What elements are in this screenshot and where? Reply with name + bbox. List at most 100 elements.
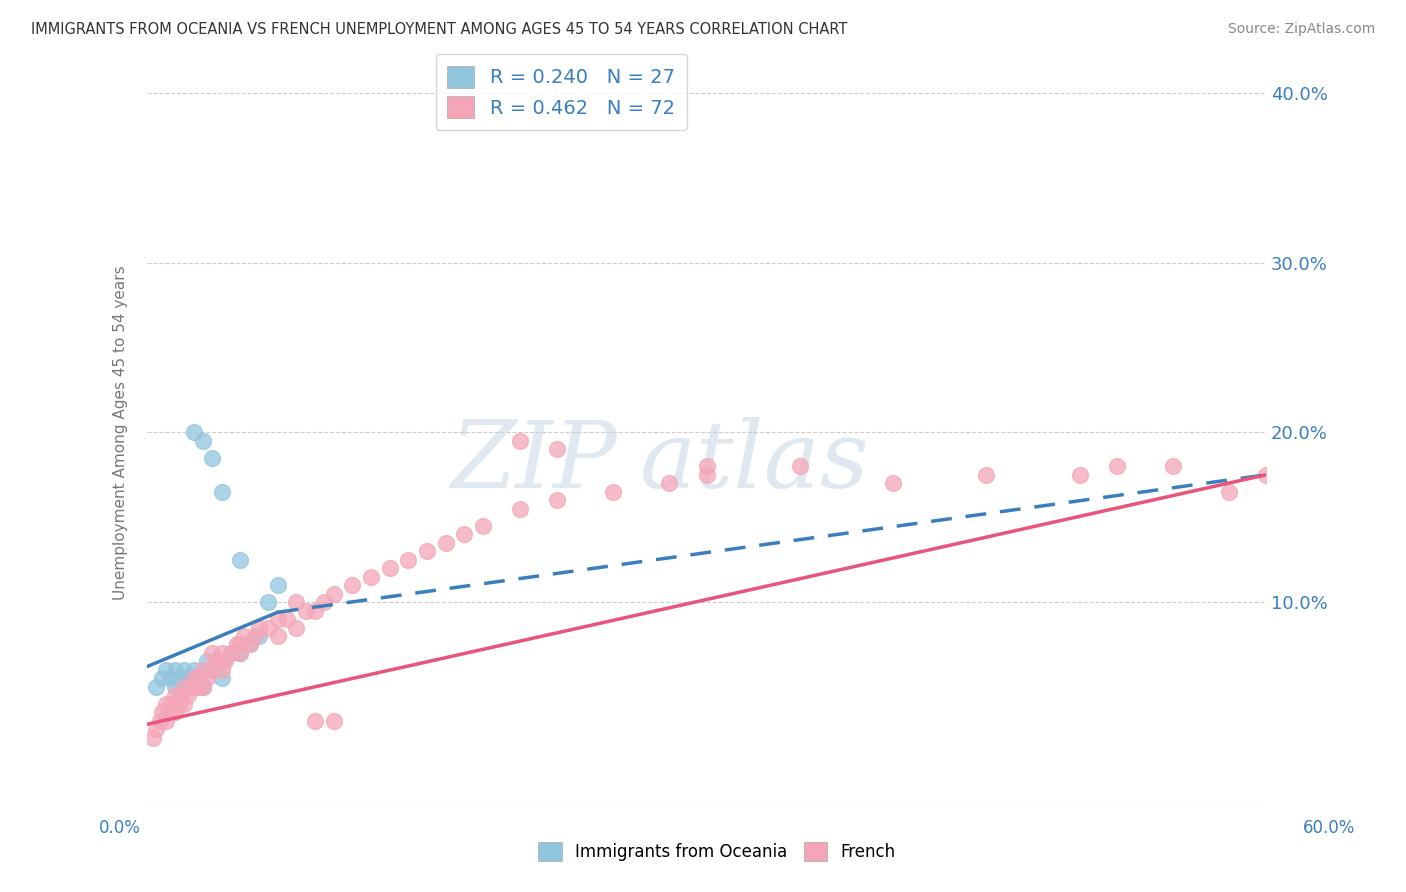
Point: [201, 646, 224, 660]
Point: [191, 434, 214, 448]
Point: [211, 646, 233, 660]
Point: [1069, 467, 1091, 482]
Point: [416, 544, 439, 558]
Point: [173, 663, 195, 677]
Point: [434, 535, 457, 549]
Point: [360, 569, 382, 583]
Point: [165, 689, 187, 703]
Point: [304, 603, 326, 617]
Point: [233, 629, 256, 643]
Point: [214, 655, 236, 669]
Point: [602, 484, 624, 499]
Point: [267, 629, 290, 643]
Point: [453, 527, 475, 541]
Point: [342, 578, 364, 592]
Point: [145, 680, 167, 694]
Point: [173, 697, 195, 711]
Point: [294, 603, 316, 617]
Point: [183, 680, 205, 694]
Point: [211, 655, 233, 669]
Point: [195, 672, 218, 686]
Point: [195, 655, 218, 669]
Point: [165, 706, 187, 720]
Point: [257, 620, 280, 634]
Point: [177, 672, 200, 686]
Point: [1218, 484, 1240, 499]
Point: [267, 612, 290, 626]
Point: [201, 450, 224, 465]
Point: [247, 620, 270, 634]
Text: 60.0%: 60.0%: [1302, 819, 1355, 837]
Point: [191, 680, 214, 694]
Point: [322, 586, 344, 600]
Point: [201, 663, 224, 677]
Point: [696, 467, 718, 482]
Point: [186, 680, 208, 694]
Point: [239, 637, 262, 651]
Point: [219, 646, 242, 660]
Point: [396, 552, 419, 566]
Text: IMMIGRANTS FROM OCEANIA VS FRENCH UNEMPLOYMENT AMONG AGES 45 TO 54 YEARS CORRELA: IMMIGRANTS FROM OCEANIA VS FRENCH UNEMPL…: [31, 22, 848, 37]
Point: [247, 629, 270, 643]
Point: [155, 714, 177, 728]
Point: [322, 714, 344, 728]
Text: 0.0%: 0.0%: [98, 819, 141, 837]
Point: [304, 714, 326, 728]
Legend: R = 0.240   N = 27, R = 0.462   N = 72: R = 0.240 N = 27, R = 0.462 N = 72: [436, 54, 686, 130]
Point: [211, 672, 233, 686]
Y-axis label: Unemployment Among Ages 45 to 54 years: Unemployment Among Ages 45 to 54 years: [114, 265, 128, 599]
Point: [546, 442, 568, 457]
Point: [211, 663, 233, 677]
Point: [882, 476, 904, 491]
Point: [201, 663, 224, 677]
Point: [150, 672, 173, 686]
Point: [239, 637, 262, 651]
Point: [183, 425, 205, 440]
Point: [229, 552, 252, 566]
Point: [183, 672, 205, 686]
Point: [142, 731, 165, 745]
Point: [183, 663, 205, 677]
Point: [509, 434, 531, 448]
Point: [314, 595, 336, 609]
Point: [267, 578, 290, 592]
Point: [219, 646, 242, 660]
Point: [285, 595, 308, 609]
Point: [191, 663, 214, 677]
Point: [378, 561, 401, 575]
Point: [546, 493, 568, 508]
Point: [229, 646, 252, 660]
Point: [225, 637, 247, 651]
Point: [155, 663, 177, 677]
Point: [188, 672, 211, 686]
Point: [276, 612, 298, 626]
Point: [696, 459, 718, 474]
Legend: Immigrants from Oceania, French: Immigrants from Oceania, French: [531, 835, 903, 868]
Point: [165, 680, 187, 694]
Point: [191, 680, 214, 694]
Point: [509, 501, 531, 516]
Point: [257, 595, 280, 609]
Point: [160, 697, 183, 711]
Point: [170, 689, 193, 703]
Point: [145, 723, 167, 737]
Point: [1161, 459, 1184, 474]
Point: [205, 655, 228, 669]
Point: [974, 467, 997, 482]
Point: [1254, 467, 1277, 482]
Text: ZIP: ZIP: [450, 417, 617, 508]
Point: [167, 697, 190, 711]
Point: [471, 518, 494, 533]
Point: [177, 689, 200, 703]
Point: [789, 459, 811, 474]
Point: [285, 620, 308, 634]
Point: [159, 706, 181, 720]
Point: [155, 697, 177, 711]
Point: [229, 646, 252, 660]
Text: Source: ZipAtlas.com: Source: ZipAtlas.com: [1227, 22, 1375, 37]
Point: [1105, 459, 1128, 474]
Text: atlas: atlas: [640, 417, 869, 508]
Point: [229, 637, 252, 651]
Point: [170, 672, 193, 686]
Point: [159, 672, 181, 686]
